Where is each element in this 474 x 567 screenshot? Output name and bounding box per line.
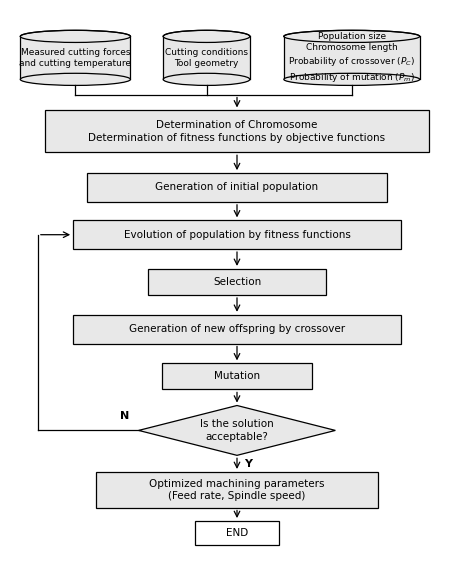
Bar — [45, 111, 429, 153]
Bar — [97, 472, 377, 507]
Text: Population size
Chromosome length
Probability of crossover ($P_C$)
Probability o: Population size Chromosome length Probab… — [288, 32, 415, 83]
Ellipse shape — [284, 73, 419, 86]
Text: Measured cutting forces
and cutting temperature: Measured cutting forces and cutting temp… — [19, 48, 131, 68]
Bar — [20, 36, 130, 79]
Bar — [284, 36, 419, 79]
Bar — [87, 173, 387, 202]
Bar — [162, 363, 312, 390]
Polygon shape — [138, 405, 336, 455]
Text: Evolution of population by fitness functions: Evolution of population by fitness funct… — [124, 230, 350, 240]
Ellipse shape — [20, 30, 130, 43]
Ellipse shape — [163, 30, 250, 43]
Text: N: N — [120, 411, 129, 421]
Text: Mutation: Mutation — [214, 371, 260, 382]
Ellipse shape — [284, 30, 419, 43]
Bar — [73, 315, 401, 344]
Text: Cutting conditions
Tool geometry: Cutting conditions Tool geometry — [165, 48, 248, 68]
Text: Selection: Selection — [213, 277, 261, 287]
Ellipse shape — [163, 73, 250, 86]
Bar — [148, 269, 326, 295]
Text: Determination of Chromosome
Determination of fitness functions by objective func: Determination of Chromosome Determinatio… — [89, 120, 385, 142]
Bar — [195, 521, 279, 544]
Ellipse shape — [20, 73, 130, 86]
Text: Generation of initial population: Generation of initial population — [155, 183, 319, 192]
Text: Generation of new offspring by crossover: Generation of new offspring by crossover — [129, 324, 345, 334]
Bar — [73, 220, 401, 249]
Text: Y: Y — [244, 459, 252, 468]
Text: Is the solution
acceptable?: Is the solution acceptable? — [200, 419, 274, 442]
Text: Optimized machining parameters
(Feed rate, Spindle speed): Optimized machining parameters (Feed rat… — [149, 479, 325, 501]
Text: END: END — [226, 528, 248, 538]
Bar — [163, 36, 250, 79]
